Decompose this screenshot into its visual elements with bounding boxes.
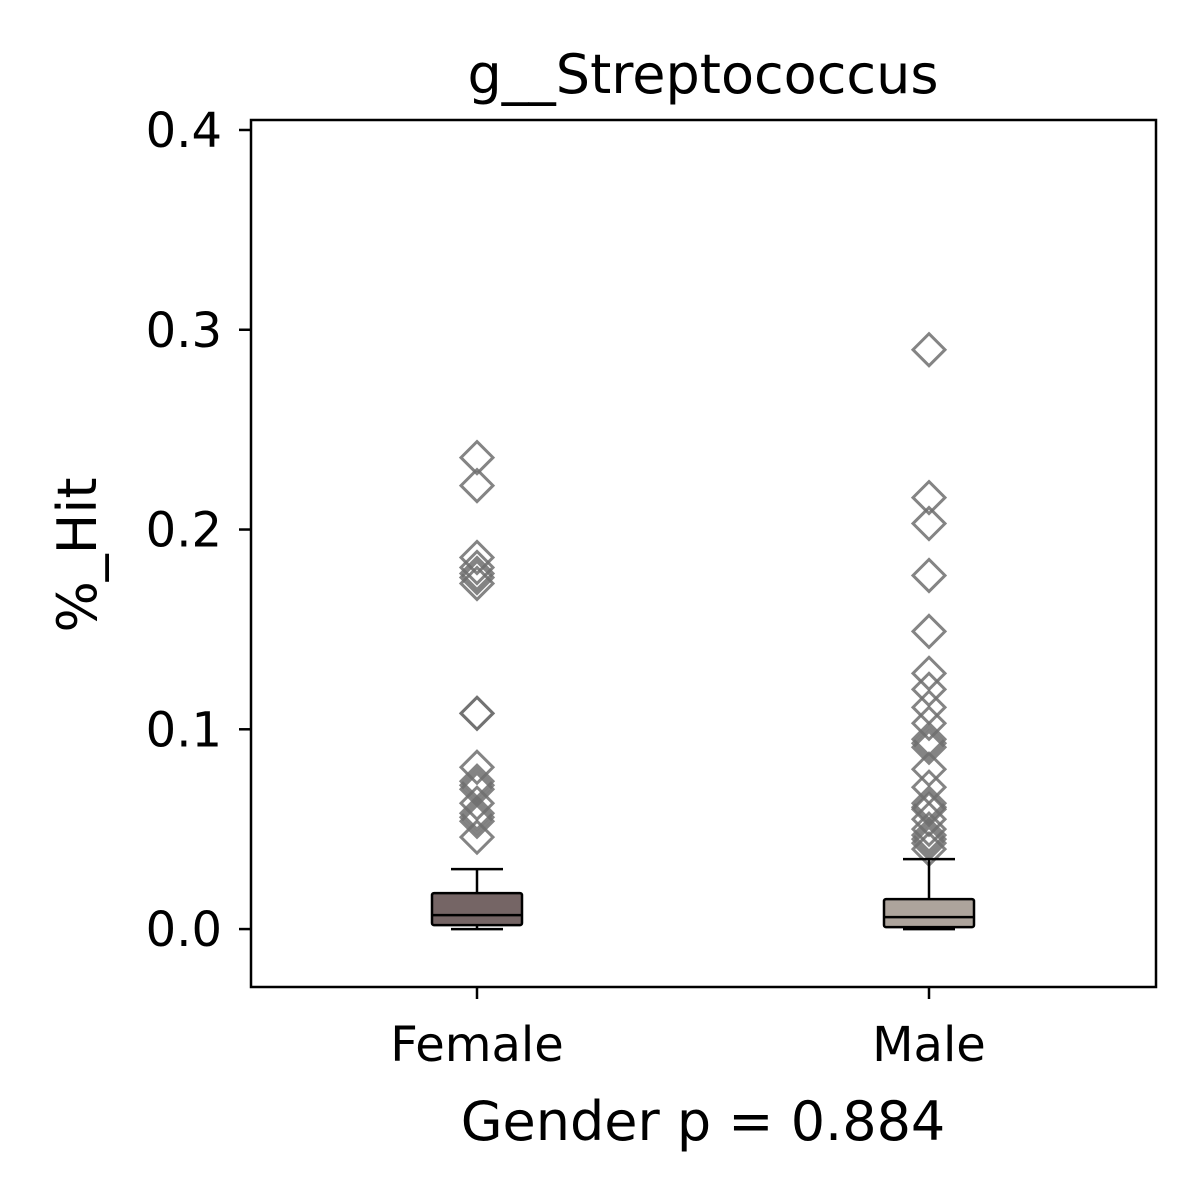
- outlier-point: [458, 695, 496, 732]
- outlier-point: [910, 705, 948, 742]
- outlier-point: [458, 803, 496, 840]
- outlier-point: [910, 613, 948, 650]
- outlier-point: [458, 749, 496, 786]
- outlier-point: [910, 479, 948, 516]
- outlier-point: [910, 821, 948, 858]
- outlier-point: [910, 331, 948, 368]
- outlier-point: [910, 557, 948, 594]
- outlier-point: [910, 817, 948, 854]
- outlier-point: [458, 695, 496, 732]
- outlier-point: [458, 799, 496, 836]
- x-tick-label: Female: [390, 1017, 564, 1073]
- outlier-point: [910, 729, 948, 766]
- outlier-point: [910, 811, 948, 848]
- outlier-point: [458, 795, 496, 832]
- box-iqr: [882, 897, 976, 929]
- plot-area: [430, 331, 976, 931]
- x-axis-label: Gender p = 0.884: [461, 1090, 946, 1153]
- outlier-point: [458, 559, 496, 596]
- plot-frame: [249, 118, 1158, 989]
- y-tick-label: 0.1: [146, 702, 222, 758]
- outlier-point: [458, 565, 496, 602]
- outlier-point: [458, 549, 496, 586]
- y-tick-label: 0.4: [146, 103, 222, 159]
- outlier-point: [910, 725, 948, 762]
- outlier-point: [458, 555, 496, 592]
- box-group-female: [430, 439, 524, 931]
- outlier-point: [910, 505, 948, 542]
- y-tick-label: 0.2: [146, 503, 222, 559]
- y-tick-label: 0.3: [146, 303, 222, 359]
- outlier-point: [458, 539, 496, 576]
- box-iqr: [430, 891, 524, 927]
- y-tick-label: 0.0: [146, 902, 222, 958]
- outlier-point: [458, 439, 496, 476]
- outlier-point: [458, 819, 496, 856]
- y-axis-label: %_Hit: [46, 477, 109, 632]
- x-tick-label: Male: [872, 1017, 986, 1073]
- outlier-point: [458, 467, 496, 504]
- chart-title: g__Streptococcus: [468, 43, 939, 106]
- box-group-male: [882, 331, 976, 931]
